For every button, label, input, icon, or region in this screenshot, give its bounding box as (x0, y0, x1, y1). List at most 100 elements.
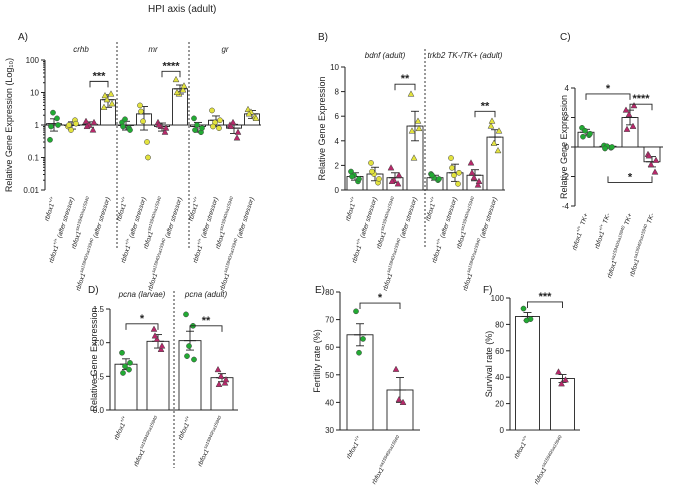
x-tick-label-D: rbfox1sa15940/sa15940 (131, 415, 162, 468)
data-point-C (652, 156, 660, 163)
y-tick-label-E: 50 (325, 371, 334, 380)
data-point-C (651, 168, 659, 175)
y-tick-label-F: 0 (500, 426, 505, 435)
significance-bracket-C (585, 93, 631, 100)
data-point-B (408, 127, 416, 134)
data-point-C (609, 144, 615, 150)
y-tick-label-F: 100 (491, 294, 505, 303)
y-tick-label-C: 0 (565, 143, 570, 152)
y-tick-label-C: -4 (562, 202, 570, 211)
data-point-D (186, 343, 192, 349)
data-point-F (523, 317, 530, 324)
panel-label-D: D) (88, 285, 99, 296)
data-point-D (150, 325, 158, 332)
significance-label-D: ** (202, 315, 211, 327)
y-tick-label-F: 80 (495, 320, 504, 329)
data-point-B (448, 155, 454, 161)
data-point-C (622, 106, 630, 113)
significance-label-C: * (628, 171, 633, 183)
panel-F: F) 0 20 40 60 80 100 Survival rate (%) *** (483, 285, 580, 435)
significance-label-C: **** (632, 93, 650, 105)
y-axis-label-F: Survival rate (%) (484, 331, 494, 398)
data-point-A (172, 75, 180, 83)
data-point-A (227, 122, 235, 130)
data-point-A (127, 127, 133, 133)
data-point-D (127, 360, 133, 366)
data-point-A (122, 116, 128, 123)
data-point-A (179, 86, 187, 93)
data-point-C (647, 160, 655, 168)
y-tick-label-A: 0.1 (28, 154, 40, 163)
data-point-A (217, 117, 223, 124)
data-point-B (475, 177, 483, 184)
data-point-B (495, 127, 503, 134)
data-point-F (520, 305, 527, 312)
data-point-B (369, 168, 375, 175)
data-point-B (488, 117, 496, 124)
data-point-D (157, 345, 165, 352)
data-point-A (73, 120, 79, 127)
data-point-B (410, 154, 418, 161)
data-point-C (587, 130, 593, 137)
data-point-A (47, 136, 53, 143)
y-axis-label-B: Relative Gene Expression (317, 76, 327, 180)
x-tick-label-A: rbfox1+/+ (114, 195, 130, 222)
data-point-B (368, 160, 374, 166)
y-tick-label-A: 0.01 (23, 186, 39, 195)
data-point-B (470, 173, 478, 181)
significance-label-B: ** (481, 100, 490, 112)
group-label-B: bdnf (adult) (365, 51, 406, 60)
data-point-A (180, 82, 188, 89)
data-point-C (629, 122, 637, 129)
panel-label-E: E) (315, 285, 325, 296)
y-tick-label-B: 4 (335, 137, 340, 146)
data-point-A (50, 109, 56, 116)
y-tick-label-D: 1.5 (93, 305, 105, 314)
x-tick-label-C: rbfox1+/+ TK- (592, 211, 612, 250)
y-tick-label-B: 2 (335, 161, 340, 170)
group-label-A: gr (221, 45, 228, 54)
y-tick-label-B: 6 (335, 112, 340, 121)
data-point-B (395, 171, 403, 178)
data-point-B (468, 169, 476, 176)
data-point-A (140, 118, 146, 125)
x-tick-label-C: rbfox1+/+ TK+ (569, 212, 590, 252)
significance-label-E: * (378, 292, 383, 304)
data-point-D (221, 379, 229, 386)
data-point-B (455, 181, 461, 187)
data-point-A (120, 123, 126, 130)
y-tick-label-E: 40 (325, 398, 334, 407)
group-label-D: pcna (larvae) (118, 290, 166, 299)
data-point-D (153, 335, 161, 342)
y-tick-label-B: 10 (330, 63, 339, 72)
data-point-B (376, 176, 382, 182)
x-tick-label-A: rbfox1+/+ (42, 195, 58, 222)
data-point-A (66, 122, 72, 128)
y-tick-label-E: 80 (325, 288, 334, 297)
data-point-B (487, 122, 495, 129)
y-tick-label-C: -2 (562, 173, 570, 182)
panel-label-C: C) (560, 32, 571, 43)
bar-D (178, 340, 202, 411)
data-point-F (558, 380, 565, 387)
data-point-B (394, 180, 402, 187)
data-point-A (173, 88, 181, 96)
data-point-B (414, 117, 422, 124)
data-point-A (103, 95, 111, 103)
data-point-A (229, 118, 237, 125)
significance-bracket-D (125, 323, 159, 330)
data-point-C (582, 127, 588, 134)
data-point-B (407, 90, 415, 97)
data-point-D (120, 370, 126, 376)
y-tick-label-B: 0 (335, 186, 340, 195)
significance-bracket-E (359, 302, 401, 310)
data-point-A (55, 122, 61, 128)
group-label-A: crhb (73, 45, 89, 54)
y-tick-label-E: 30 (325, 426, 334, 435)
panel-A: A) 0.01 0.1 1 10 100 Relative Gene Expression … (4, 32, 261, 248)
y-tick-label-D: 0.0 (93, 406, 105, 415)
data-point-A (191, 115, 197, 122)
x-tick-label-B: rbfox1+/+ (343, 195, 359, 222)
significance-label-F: *** (539, 291, 553, 303)
